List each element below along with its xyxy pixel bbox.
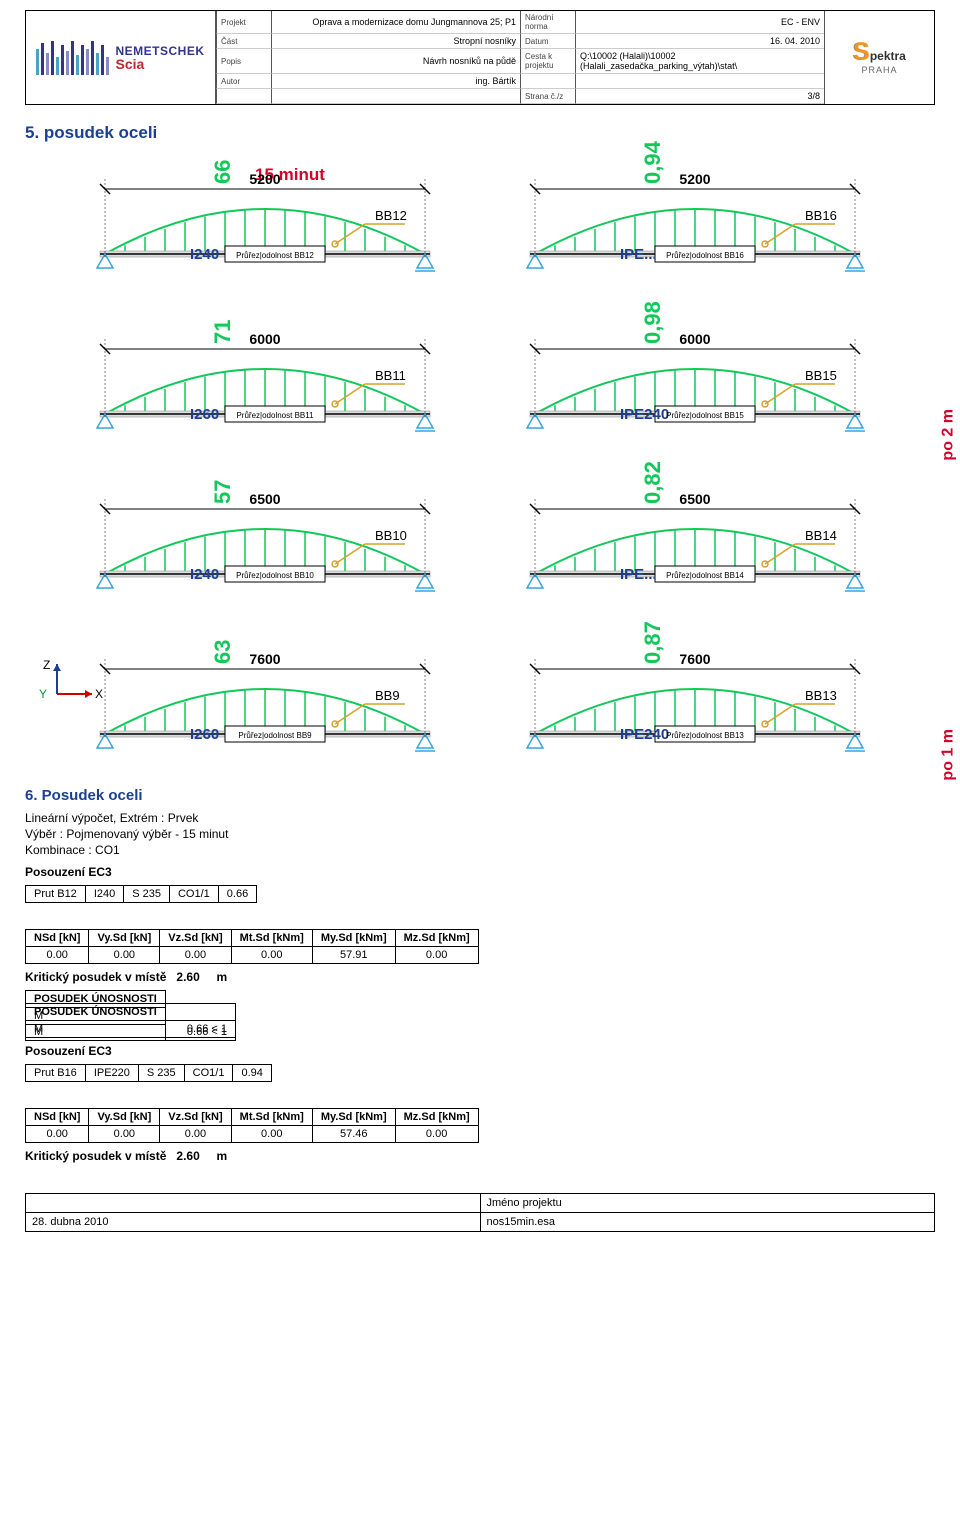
svg-text:Průřez|odolnost BB10: Průřez|odolnost BB10 (236, 571, 314, 580)
svg-text:Průřez|odolnost BB14: Průřez|odolnost BB14 (666, 571, 744, 580)
svg-text:Průřez|odolnost BB16: Průřez|odolnost BB16 (666, 251, 744, 260)
svg-text:IPE240: IPE240 (620, 726, 669, 743)
svg-text:Y: Y (39, 687, 47, 701)
beam-diagram: 5200 BB12 I240 Průřez|odolnost BB12 66 (70, 159, 460, 289)
svg-text:IPE240: IPE240 (620, 406, 669, 423)
svg-text:6000: 6000 (679, 331, 710, 347)
nem-top: NEMETSCHEK (115, 45, 204, 57)
svg-text:Průřez|odolnost BB12: Průřez|odolnost BB12 (236, 251, 314, 260)
svg-text:BB11: BB11 (375, 368, 406, 383)
spektra-mark: Spektra (853, 40, 906, 65)
svg-text:I260: I260 (190, 406, 219, 423)
beam-diagram-grid: 5200 BB12 I240 Průřez|odolnost BB12 66 5… (70, 159, 890, 769)
nem-bot: Scia (115, 57, 204, 71)
prut-b12-row: Prut B12 I240 S 235 CO1/1 0.66 (25, 885, 257, 903)
section-5-title: 5. posudek oceli (25, 123, 935, 143)
page-footer: Jméno projektu 28. dubna 2010 nos15min.e… (25, 1193, 935, 1232)
beam-diagram: 6000 BB11 I260 Průřez|odolnost BB11 71 (70, 319, 460, 449)
prut-b16-row: Prut B16 IPE220 S 235 CO1/1 0.94 (25, 1064, 272, 1082)
svg-text:Průřez|odolnost BB11: Průřez|odolnost BB11 (236, 411, 314, 420)
svg-text:BB16: BB16 (805, 208, 837, 223)
svg-text:BB10: BB10 (375, 528, 407, 543)
svg-text:6000: 6000 (249, 331, 280, 347)
svg-text:I260: I260 (190, 726, 219, 743)
svg-text:6500: 6500 (679, 491, 710, 507)
posouzeni-ec3-2: Posouzení EC3 (25, 1044, 935, 1058)
calc-intro: Lineární výpočet, Extrém : Prvek Výběr :… (25, 810, 935, 859)
coord-system-icon: X Z Y (37, 659, 107, 709)
section-6-title: 6. Posudek oceli (25, 787, 935, 804)
svg-text:5200: 5200 (679, 171, 710, 187)
svg-text:BB14: BB14 (805, 528, 837, 543)
svg-text:I240: I240 (190, 246, 219, 263)
svg-text:Průřez|odolnost BB9: Průřez|odolnost BB9 (238, 731, 312, 740)
svg-text:BB9: BB9 (375, 688, 400, 703)
beam-diagram: 5200 BB16 IPE... Průřez|odolnost BB16 0,… (500, 159, 890, 289)
posouzeni-ec3-1: Posouzení EC3 (25, 865, 935, 879)
svg-text:5200: 5200 (249, 171, 280, 187)
nemetschek-logo: NEMETSCHEK Scia (26, 11, 216, 104)
spektra-sub: PRAHA (861, 66, 897, 75)
forces-table-1: NSd [kN]Vy.Sd [kN]Vz.Sd [kN] Mt.Sd [kNm]… (25, 929, 479, 964)
krit-2: Kritický posudek v místě 2.60 m (25, 1149, 935, 1163)
beam-diagram: 7600 BB9 I260 Průřez|odolnost BB9 63 (70, 639, 460, 769)
svg-text:IPE...: IPE... (620, 566, 657, 583)
svg-text:BB13: BB13 (805, 688, 837, 703)
svg-text:6500: 6500 (249, 491, 280, 507)
svg-text:I240: I240 (190, 566, 219, 583)
svg-text:Z: Z (43, 659, 50, 672)
beam-diagram: 6500 BB10 I240 Průřez|odolnost BB10 57 (70, 479, 460, 609)
forces-table-2: NSd [kN]Vy.Sd [kN]Vz.Sd [kN] Mt.Sd [kNm]… (25, 1108, 479, 1143)
svg-text:IPE...: IPE... (620, 246, 657, 263)
spektra-logo: Spektra PRAHA (824, 11, 934, 104)
beam-diagram: 7600 BB13 IPE240 Průřez|odolnost BB13 0,… (500, 639, 890, 769)
svg-text:Průřez|odolnost BB15: Průřez|odolnost BB15 (666, 411, 744, 420)
svg-text:BB12: BB12 (375, 208, 407, 223)
doc-header: NEMETSCHEK Scia ProjektOprava a moderniz… (25, 10, 935, 105)
svg-text:Průřez|odolnost BB13: Průřez|odolnost BB13 (666, 731, 744, 740)
info-table: ProjektOprava a modernizace domu Jungman… (216, 11, 824, 104)
svg-text:BB15: BB15 (805, 368, 837, 383)
svg-text:7600: 7600 (679, 651, 710, 667)
svg-text:7600: 7600 (249, 651, 280, 667)
beam-diagram: 6000 BB15 IPE240 Průřez|odolnost BB15 0,… (500, 319, 890, 449)
beam-diagram: 6500 BB14 IPE... Průřez|odolnost BB14 0,… (500, 479, 890, 609)
svg-text:X: X (95, 687, 103, 701)
krit-1: Kritický posudek v místě 2.60 m (25, 970, 935, 984)
